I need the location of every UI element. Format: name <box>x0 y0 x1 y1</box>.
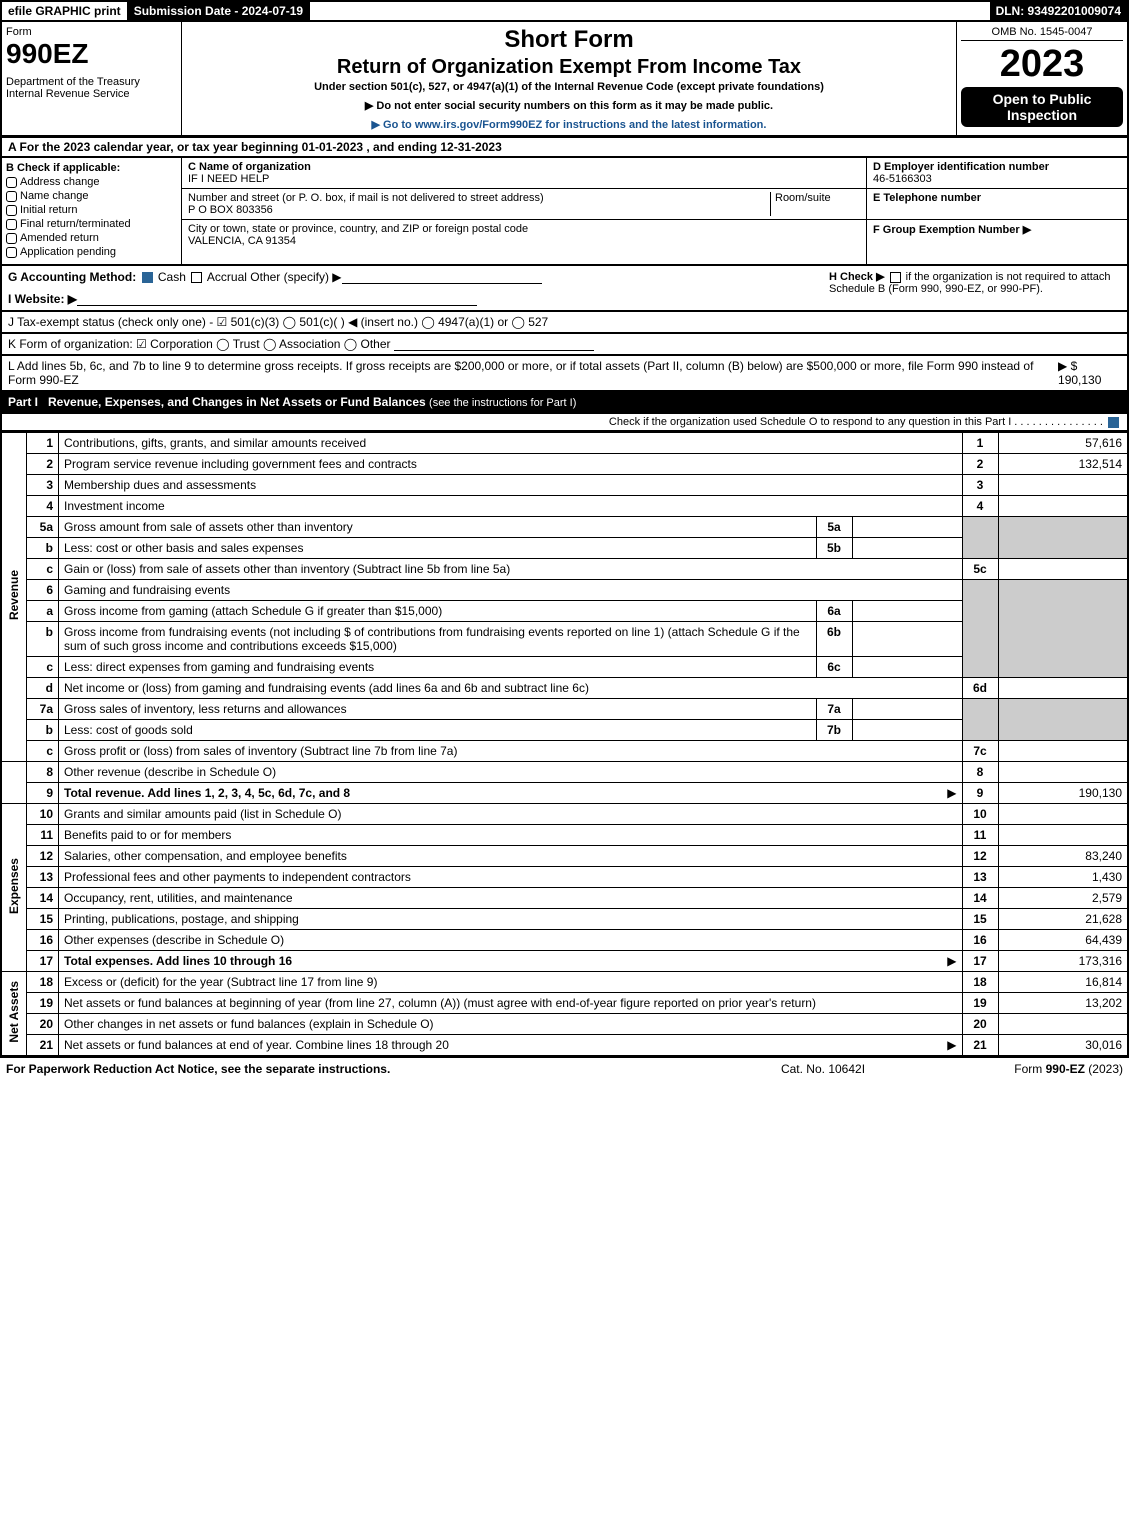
row-g-h-i: G Accounting Method: Cash Accrual Other … <box>0 266 1129 312</box>
paperwork-notice: For Paperwork Reduction Act Notice, see … <box>6 1062 723 1076</box>
page-footer: For Paperwork Reduction Act Notice, see … <box>0 1057 1129 1080</box>
form-header: Form 990EZ Department of the Treasury In… <box>0 22 1129 137</box>
info-grid: B Check if applicable: Address change Na… <box>0 158 1129 266</box>
checkbox-schedule-o-icon[interactable] <box>1108 417 1119 428</box>
checkbox-icon[interactable] <box>6 233 17 244</box>
goto-link[interactable]: ▶ Go to www.irs.gov/Form990EZ for instru… <box>190 118 948 131</box>
form-number: 990EZ <box>6 38 177 70</box>
row-l: L Add lines 5b, 6c, and 7b to line 9 to … <box>0 356 1129 392</box>
form-ref: Form 990-EZ (2023) <box>923 1062 1123 1076</box>
gross-receipts: ▶ $ 190,130 <box>1058 359 1121 387</box>
open-public-badge: Open to Public Inspection <box>961 87 1123 127</box>
under-section: Under section 501(c), 527, or 4947(a)(1)… <box>190 81 948 93</box>
catalog-number: Cat. No. 10642I <box>723 1062 923 1076</box>
checkbox-icon[interactable] <box>6 219 17 230</box>
checkbox-icon[interactable] <box>6 191 17 202</box>
submission-date: Submission Date - 2024-07-19 <box>128 2 310 20</box>
checkbox-accrual-icon[interactable] <box>191 272 202 283</box>
part-1-check: Check if the organization used Schedule … <box>0 414 1129 432</box>
department-label: Department of the Treasury Internal Reve… <box>6 76 177 100</box>
no-ssn-note: ▶ Do not enter social security numbers o… <box>190 99 948 112</box>
short-form-title: Short Form <box>190 26 948 54</box>
org-street: P O BOX 803356 <box>188 204 273 216</box>
column-c: C Name of organizationIF I NEED HELP Num… <box>182 158 867 264</box>
row-j: J Tax-exempt status (check only one) - ☑… <box>0 312 1129 334</box>
form-word: Form <box>6 26 177 38</box>
checkbox-icon[interactable] <box>6 247 17 258</box>
tax-year: 2023 <box>961 45 1123 83</box>
ein: 46-5166303 <box>873 173 932 185</box>
row-k: K Form of organization: ☑ Corporation ◯ … <box>0 334 1129 356</box>
column-b: B Check if applicable: Address change Na… <box>2 158 182 264</box>
checkbox-cash-icon[interactable] <box>142 272 153 283</box>
org-name: IF I NEED HELP <box>188 173 269 185</box>
column-de: D Employer identification number46-51663… <box>867 158 1127 264</box>
return-title: Return of Organization Exempt From Incom… <box>190 56 948 79</box>
dln-label: DLN: 93492201009074 <box>990 2 1127 20</box>
part-1-header: Part I Revenue, Expenses, and Changes in… <box>0 392 1129 414</box>
part-1-table: Revenue 1Contributions, gifts, grants, a… <box>0 432 1129 1057</box>
section-a: A For the 2023 calendar year, or tax yea… <box>0 137 1129 158</box>
omb-number: OMB No. 1545-0047 <box>961 26 1123 41</box>
top-bar: efile GRAPHIC print Submission Date - 20… <box>0 0 1129 22</box>
checkbox-h-icon[interactable] <box>890 272 901 283</box>
checkbox-icon[interactable] <box>6 177 17 188</box>
checkbox-icon[interactable] <box>6 205 17 216</box>
efile-label: efile GRAPHIC print <box>2 2 128 20</box>
org-city: VALENCIA, CA 91354 <box>188 235 296 247</box>
